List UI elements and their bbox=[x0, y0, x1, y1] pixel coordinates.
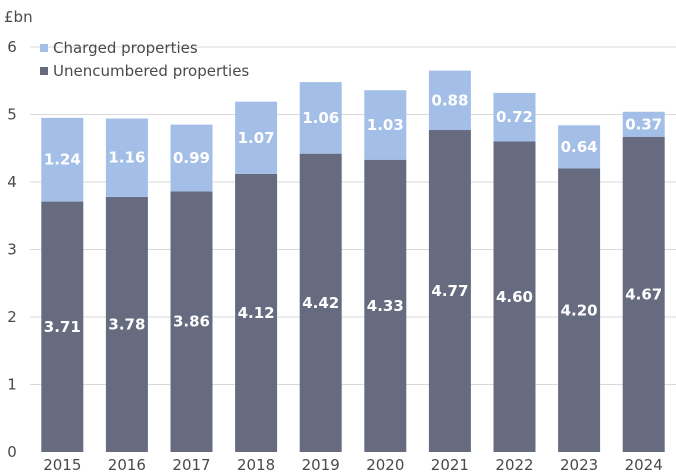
data-label: 3.86 bbox=[173, 313, 210, 331]
data-label: 4.77 bbox=[431, 282, 468, 300]
legend-label: Unencumbered properties bbox=[53, 62, 249, 80]
data-label: 1.16 bbox=[108, 149, 145, 167]
data-label: 1.06 bbox=[302, 109, 339, 127]
data-label: 0.88 bbox=[431, 91, 468, 109]
y-tick-label: 1 bbox=[7, 376, 17, 394]
y-tick-label: 4 bbox=[7, 173, 17, 191]
x-axis-ticks: 2015 2016 2017 2018 2019 2020 2021 2022 2023 2024 bbox=[43, 456, 663, 473]
data-label: 0.64 bbox=[561, 138, 598, 156]
x-tick-label: 2021 bbox=[431, 456, 469, 473]
y-tick-label: 2 bbox=[7, 308, 17, 326]
x-tick-label: 2019 bbox=[302, 456, 340, 473]
bar-charged-properties bbox=[493, 92, 536, 142]
legend-swatch bbox=[40, 44, 48, 52]
bar-charged-properties bbox=[558, 125, 601, 169]
x-tick-label: 2023 bbox=[560, 456, 598, 473]
x-tick-label: 2017 bbox=[172, 456, 210, 473]
y-tick-label: 6 bbox=[7, 38, 17, 56]
bar-charged-properties bbox=[235, 101, 278, 174]
data-label: 4.20 bbox=[561, 301, 598, 319]
bar-unencumbered-properties bbox=[170, 191, 213, 452]
data-label: 4.12 bbox=[238, 304, 275, 322]
data-label: 3.71 bbox=[44, 318, 81, 336]
y-tick-label: 5 bbox=[7, 106, 17, 124]
x-tick-label: 2018 bbox=[237, 456, 275, 473]
x-tick-label: 2020 bbox=[366, 456, 404, 473]
data-label: 4.60 bbox=[496, 288, 533, 306]
data-label: 0.99 bbox=[173, 149, 210, 167]
bar-charged-properties bbox=[622, 111, 665, 137]
x-tick-label: 2015 bbox=[43, 456, 81, 473]
bar-unencumbered-properties bbox=[493, 141, 536, 452]
legend-label: Charged properties bbox=[53, 39, 198, 57]
bar-charged-properties bbox=[364, 90, 407, 160]
bar-charged-properties bbox=[41, 117, 84, 202]
bar-charged-properties bbox=[299, 82, 342, 154]
bar-unencumbered-properties bbox=[428, 130, 471, 452]
bar-charged-properties bbox=[428, 70, 471, 131]
y-axis-unit-label: £bn bbox=[4, 8, 33, 26]
bar-charged-properties bbox=[170, 124, 213, 192]
bar-unencumbered-properties bbox=[364, 159, 407, 452]
bar-unencumbered-properties bbox=[622, 136, 665, 452]
bar-charged-properties bbox=[105, 118, 148, 197]
x-tick-label: 2022 bbox=[495, 456, 533, 473]
bar-unencumbered-properties bbox=[299, 153, 342, 452]
y-axis-ticks: 0 1 2 3 4 5 6 bbox=[7, 38, 17, 461]
x-tick-label: 2024 bbox=[625, 456, 663, 473]
y-tick-label: 0 bbox=[7, 443, 17, 461]
bar-unencumbered-properties bbox=[235, 173, 278, 452]
y-tick-label: 3 bbox=[7, 241, 17, 259]
legend: Charged properties Unencumbered propertie… bbox=[40, 39, 249, 80]
data-label: 1.07 bbox=[238, 129, 275, 147]
data-label: 0.37 bbox=[625, 115, 662, 133]
bar-unencumbered-properties bbox=[41, 201, 84, 452]
bars: 3.71 1.24 3.78 1.16 3.86 0.99 4.12 1.07 4.42 1.06… bbox=[41, 70, 665, 452]
data-label: 4.33 bbox=[367, 297, 404, 315]
data-label: 1.24 bbox=[44, 151, 81, 169]
bar-unencumbered-properties bbox=[105, 196, 148, 452]
bar-unencumbered-properties bbox=[558, 168, 601, 452]
x-tick-label: 2016 bbox=[108, 456, 146, 473]
data-label: 0.72 bbox=[496, 108, 533, 126]
data-label: 1.03 bbox=[367, 116, 404, 134]
data-label: 4.42 bbox=[302, 294, 339, 312]
data-label: 4.67 bbox=[625, 285, 662, 303]
legend-swatch bbox=[40, 67, 48, 75]
data-label: 3.78 bbox=[108, 315, 145, 333]
